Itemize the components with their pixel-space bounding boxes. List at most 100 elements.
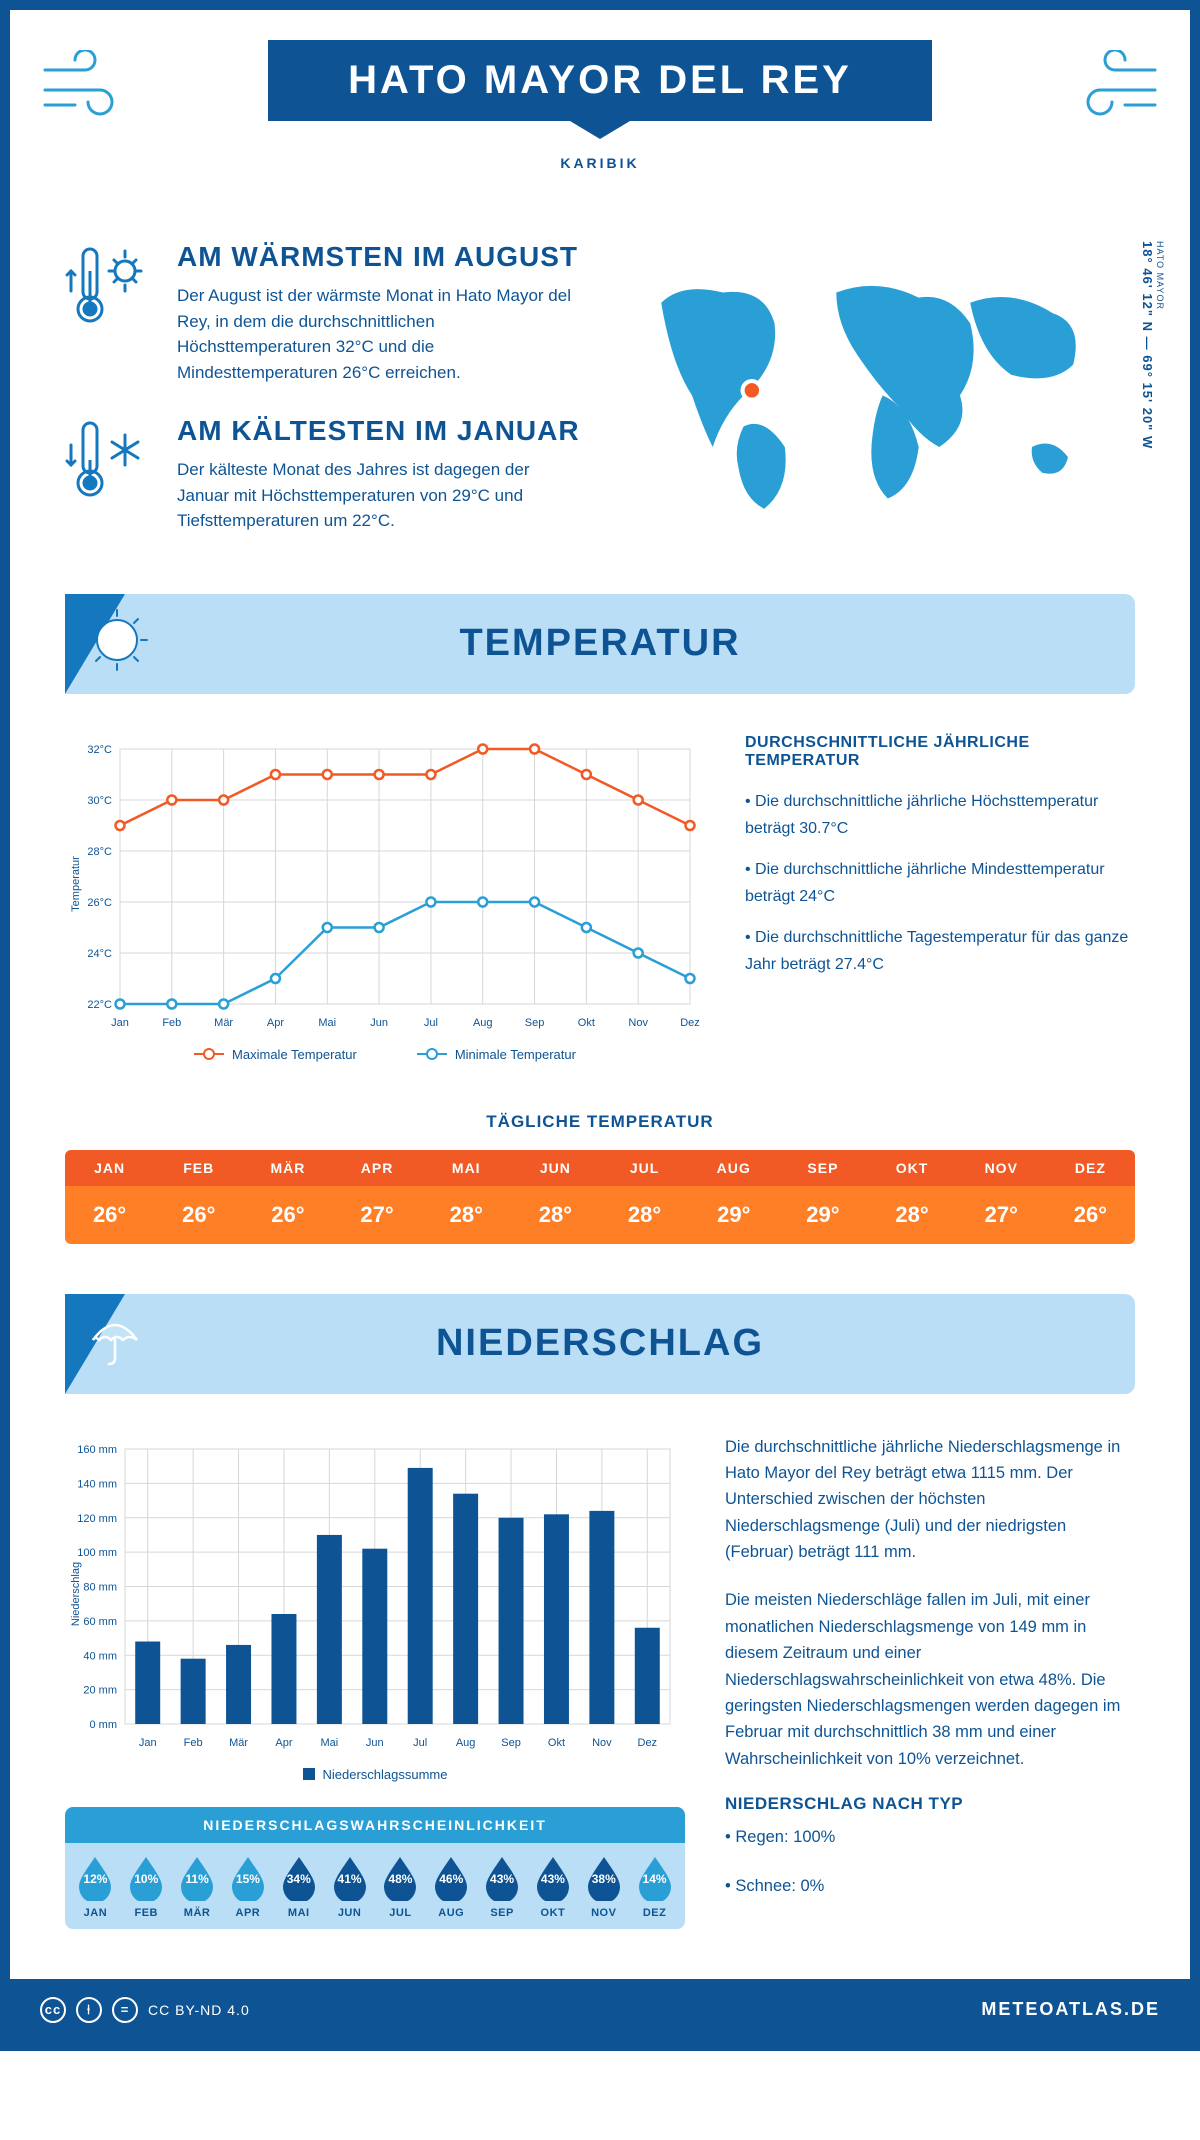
precip-text: Die durchschnittliche jährliche Niedersc… (725, 1434, 1135, 1929)
precip-row: 0 mm20 mm40 mm60 mm80 mm100 mm120 mm140 … (10, 1394, 1190, 1949)
svg-text:Feb: Feb (162, 1017, 181, 1029)
daily-value: 26° (243, 1186, 332, 1244)
info-bullet: • Die durchschnittliche Tagestemperatur … (745, 924, 1135, 978)
temperature-chart: 22°C24°C26°C28°C30°C32°CJanFebMärAprMaiJ… (65, 734, 705, 1062)
svg-text:Feb: Feb (184, 1737, 203, 1749)
fact-coldest: AM KÄLTESTEN IM JANUAR Der kälteste Mona… (65, 415, 580, 534)
coord-name: HATO MAYOR (1155, 241, 1165, 443)
cc-icon: cc (40, 1997, 66, 2023)
section-title: TEMPERATUR (65, 622, 1135, 665)
daily-temp-title: TÄGLICHE TEMPERATUR (10, 1112, 1190, 1132)
svg-text:Mai: Mai (321, 1737, 339, 1749)
prob-drop: 10%FEB (122, 1855, 171, 1919)
section-niederschlag: NIEDERSCHLAG (65, 1294, 1135, 1394)
precip-type-bullet: • Schnee: 0% (725, 1873, 1135, 1899)
svg-text:Apr: Apr (275, 1737, 292, 1749)
daily-value: 27° (957, 1186, 1046, 1244)
precip-legend: Niederschlagssumme (65, 1767, 685, 1782)
daily-value: 28° (511, 1186, 600, 1244)
svg-text:24°C: 24°C (87, 948, 112, 960)
svg-text:Jan: Jan (111, 1017, 129, 1029)
daily-month: AUG (689, 1150, 778, 1186)
daily-month: APR (332, 1150, 421, 1186)
svg-text:Jun: Jun (370, 1017, 388, 1029)
daily-month: JUN (511, 1150, 600, 1186)
legend-min: Minimale Temperatur (417, 1047, 576, 1062)
daily-month: FEB (154, 1150, 243, 1186)
svg-text:22°C: 22°C (87, 999, 112, 1011)
precip-type-heading: NIEDERSCHLAG NACH TYP (725, 1794, 1135, 1814)
probability-grid: 12%JAN10%FEB11%MÄR15%APR34%MAI41%JUN48%J… (65, 1843, 685, 1929)
svg-text:Mär: Mär (229, 1737, 248, 1749)
precip-type-bullet: • Regen: 100% (725, 1824, 1135, 1850)
daily-month: MAI (422, 1150, 511, 1186)
nd-icon: = (112, 1997, 138, 2023)
svg-text:Jan: Jan (139, 1737, 157, 1749)
daily-value: 26° (1046, 1186, 1135, 1244)
probability-box: NIEDERSCHLAGSWAHRSCHEINLICHKEIT 12%JAN10… (65, 1807, 685, 1929)
by-icon: ⍿ (76, 1997, 102, 2023)
prob-drop: 48%JUL (376, 1855, 425, 1919)
svg-text:Apr: Apr (267, 1017, 284, 1029)
svg-text:26°C: 26°C (87, 897, 112, 909)
fact-body: AM WÄRMSTEN IM AUGUST Der August ist der… (177, 241, 580, 385)
wind-icon (1080, 50, 1160, 135)
daily-month: OKT (867, 1150, 956, 1186)
svg-text:40 mm: 40 mm (83, 1650, 117, 1662)
facts-row: AM WÄRMSTEN IM AUGUST Der August ist der… (10, 221, 1190, 594)
subtitle: KARIBIK (10, 155, 1190, 171)
section-title: NIEDERSCHLAG (65, 1322, 1135, 1365)
fact-title: AM WÄRMSTEN IM AUGUST (177, 241, 580, 273)
prob-drop: 34%MAI (274, 1855, 323, 1919)
header: HATO MAYOR DEL REY KARIBIK (10, 10, 1190, 221)
prob-drop: 38%NOV (579, 1855, 628, 1919)
daily-month: SEP (778, 1150, 867, 1186)
prob-drop: 11%MÄR (173, 1855, 222, 1919)
footer: cc ⍿ = CC BY-ND 4.0 METEOATLAS.DE (10, 1979, 1190, 2041)
daily-value: 29° (778, 1186, 867, 1244)
page-title: HATO MAYOR DEL REY (348, 58, 852, 103)
sun-icon (83, 606, 151, 688)
svg-text:Mai: Mai (318, 1017, 336, 1029)
daily-value: 27° (332, 1186, 421, 1244)
svg-text:120 mm: 120 mm (77, 1512, 117, 1524)
prob-title: NIEDERSCHLAGSWAHRSCHEINLICHKEIT (65, 1807, 685, 1843)
daily-value: 28° (422, 1186, 511, 1244)
fact-text: Der August ist der wärmste Monat in Hato… (177, 283, 580, 385)
svg-text:140 mm: 140 mm (77, 1478, 117, 1490)
fact-title: AM KÄLTESTEN IM JANUAR (177, 415, 580, 447)
coord-val: 18° 46' 12" N — 69° 15' 20" W (1140, 241, 1155, 449)
svg-text:Sep: Sep (525, 1017, 545, 1029)
prob-drop: 12%JAN (71, 1855, 120, 1919)
svg-text:60 mm: 60 mm (83, 1615, 117, 1627)
thermometer-sun-icon (65, 241, 155, 385)
chart-legend: Maximale Temperatur Minimale Temperatur (65, 1047, 705, 1062)
svg-text:Mär: Mär (214, 1017, 233, 1029)
svg-text:Jul: Jul (424, 1017, 438, 1029)
daily-month: JAN (65, 1150, 154, 1186)
svg-text:Jul: Jul (413, 1737, 427, 1749)
title-ribbon: HATO MAYOR DEL REY (268, 40, 932, 121)
temp-chart-row: 22°C24°C26°C28°C30°C32°CJanFebMärAprMaiJ… (10, 694, 1190, 1082)
prob-drop: 46%AUG (427, 1855, 476, 1919)
daily-month: DEZ (1046, 1150, 1135, 1186)
info-heading: DURCHSCHNITTLICHE JÄHRLICHE TEMPERATUR (745, 734, 1135, 770)
svg-text:Temperatur: Temperatur (70, 855, 82, 911)
svg-text:Okt: Okt (578, 1017, 595, 1029)
license-label: CC BY-ND 4.0 (148, 2002, 250, 2018)
map-col: HATO MAYOR 18° 46' 12" N — 69° 15' 20" W (620, 241, 1135, 564)
svg-text:0 mm: 0 mm (90, 1719, 118, 1731)
svg-text:32°C: 32°C (87, 744, 112, 756)
thermometer-snow-icon (65, 415, 155, 534)
svg-text:80 mm: 80 mm (83, 1581, 117, 1593)
fact-text: Der kälteste Monat des Jahres ist dagege… (177, 457, 580, 534)
precipitation-chart: 0 mm20 mm40 mm60 mm80 mm100 mm120 mm140 … (65, 1434, 685, 1929)
temp-info: DURCHSCHNITTLICHE JÄHRLICHE TEMPERATUR •… (745, 734, 1135, 1062)
legend-label: Maximale Temperatur (232, 1047, 357, 1062)
svg-text:Sep: Sep (501, 1737, 521, 1749)
precip-para: Die durchschnittliche jährliche Niedersc… (725, 1434, 1135, 1566)
svg-text:Dez: Dez (638, 1737, 658, 1749)
section-temperatur: TEMPERATUR (65, 594, 1135, 694)
svg-text:30°C: 30°C (87, 795, 112, 807)
svg-text:100 mm: 100 mm (77, 1547, 117, 1559)
